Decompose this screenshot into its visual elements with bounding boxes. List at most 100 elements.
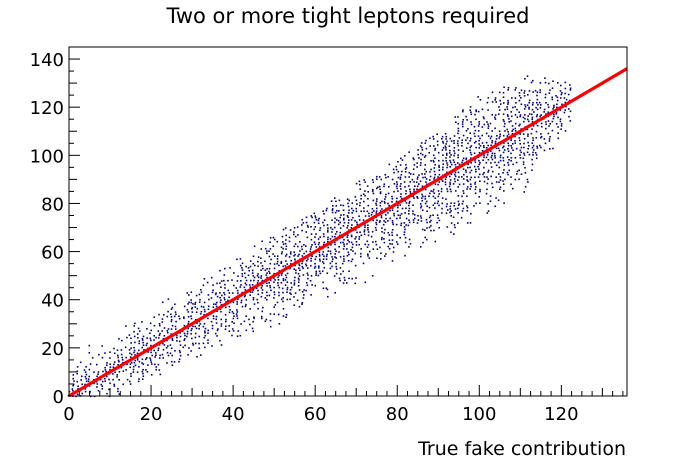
scatter-point bbox=[432, 188, 435, 191]
scatter-point bbox=[281, 272, 283, 275]
scatter-point bbox=[281, 287, 284, 290]
scatter-point bbox=[453, 147, 456, 149]
scatter-point bbox=[536, 145, 538, 148]
scatter-point bbox=[326, 207, 328, 210]
scatter-point bbox=[514, 106, 516, 108]
scatter-point bbox=[473, 165, 476, 168]
scatter-point bbox=[232, 312, 235, 315]
scatter-point bbox=[252, 255, 255, 258]
scatter-point bbox=[548, 92, 551, 94]
scatter-point bbox=[502, 157, 505, 159]
scatter-point bbox=[384, 228, 386, 231]
scatter-point bbox=[469, 151, 472, 154]
scatter-point bbox=[346, 227, 348, 229]
scatter-point bbox=[561, 103, 563, 106]
scatter-point bbox=[478, 143, 480, 145]
scatter-point bbox=[508, 159, 510, 161]
scatter-point bbox=[285, 255, 287, 257]
scatter-point bbox=[348, 212, 350, 214]
scatter-point bbox=[233, 272, 235, 274]
scatter-point bbox=[392, 246, 395, 249]
scatter-point bbox=[535, 115, 538, 118]
scatter-point bbox=[210, 297, 213, 299]
scatter-point bbox=[490, 150, 492, 152]
scatter-point bbox=[411, 178, 414, 181]
scatter-point bbox=[249, 291, 252, 293]
scatter-point bbox=[338, 277, 341, 280]
scatter-point bbox=[106, 364, 108, 367]
scatter-point bbox=[133, 335, 136, 338]
scatter-point bbox=[297, 277, 300, 280]
scatter-point bbox=[416, 196, 418, 198]
scatter-point bbox=[399, 204, 401, 206]
scatter-point bbox=[106, 392, 108, 395]
scatter-point bbox=[141, 362, 143, 364]
scatter-point bbox=[396, 181, 398, 183]
scatter-point bbox=[88, 368, 91, 371]
scatter-point bbox=[285, 248, 287, 250]
scatter-point bbox=[161, 330, 163, 332]
scatter-point bbox=[200, 305, 203, 308]
scatter-point bbox=[548, 82, 550, 85]
scatter-point bbox=[453, 135, 456, 137]
scatter-point bbox=[207, 329, 209, 332]
scatter-point bbox=[555, 113, 558, 115]
scatter-point bbox=[128, 334, 131, 336]
scatter-point bbox=[429, 192, 431, 195]
scatter-point bbox=[524, 114, 526, 116]
scatter-point bbox=[473, 142, 476, 144]
scatter-point bbox=[514, 140, 516, 142]
scatter-point bbox=[363, 229, 366, 231]
scatter-point bbox=[192, 325, 194, 328]
scatter-point bbox=[236, 258, 238, 261]
scatter-point bbox=[388, 163, 391, 166]
scatter-point bbox=[323, 235, 325, 238]
scatter-point bbox=[121, 339, 123, 342]
scatter-point bbox=[203, 278, 206, 280]
scatter-point bbox=[433, 178, 435, 180]
scatter-point bbox=[93, 382, 95, 385]
scatter-point bbox=[426, 210, 428, 212]
scatter-point bbox=[549, 136, 551, 138]
scatter-point bbox=[549, 123, 551, 125]
y-tick-label: 140 bbox=[30, 50, 64, 71]
scatter-point bbox=[375, 204, 378, 206]
scatter-point bbox=[469, 132, 471, 134]
scatter-point bbox=[118, 379, 120, 381]
scatter-point bbox=[469, 171, 471, 174]
scatter-point bbox=[231, 328, 234, 330]
scatter-point bbox=[567, 93, 570, 96]
scatter-point bbox=[474, 113, 476, 116]
scatter-point bbox=[560, 93, 563, 96]
scatter-point bbox=[215, 292, 217, 294]
scatter-point bbox=[419, 180, 422, 183]
scatter-point bbox=[356, 221, 358, 224]
scatter-point bbox=[413, 217, 416, 220]
scatter-point bbox=[96, 383, 99, 385]
scatter-point bbox=[146, 337, 148, 339]
scatter-point bbox=[273, 286, 275, 289]
scatter-point bbox=[495, 147, 498, 150]
scatter-point bbox=[367, 198, 369, 200]
scatter-point bbox=[393, 212, 395, 215]
scatter-point bbox=[442, 140, 444, 143]
scatter-point bbox=[323, 213, 325, 215]
scatter-point bbox=[207, 342, 209, 344]
scatter-point bbox=[526, 104, 529, 106]
scatter-point bbox=[503, 169, 505, 171]
scatter-point bbox=[120, 349, 123, 351]
scatter-point bbox=[531, 120, 534, 123]
scatter-point bbox=[187, 327, 189, 330]
scatter-point bbox=[499, 103, 502, 105]
scatter-point bbox=[301, 262, 303, 265]
scatter-point bbox=[532, 154, 534, 156]
scatter-point bbox=[520, 103, 523, 106]
scatter-point bbox=[457, 179, 459, 181]
scatter-point bbox=[408, 202, 410, 204]
scatter-point bbox=[487, 125, 490, 127]
scatter-point bbox=[433, 176, 436, 179]
scatter-point bbox=[261, 240, 263, 243]
scatter-point bbox=[428, 195, 430, 197]
scatter-point bbox=[531, 108, 534, 111]
scatter-point bbox=[167, 298, 170, 300]
